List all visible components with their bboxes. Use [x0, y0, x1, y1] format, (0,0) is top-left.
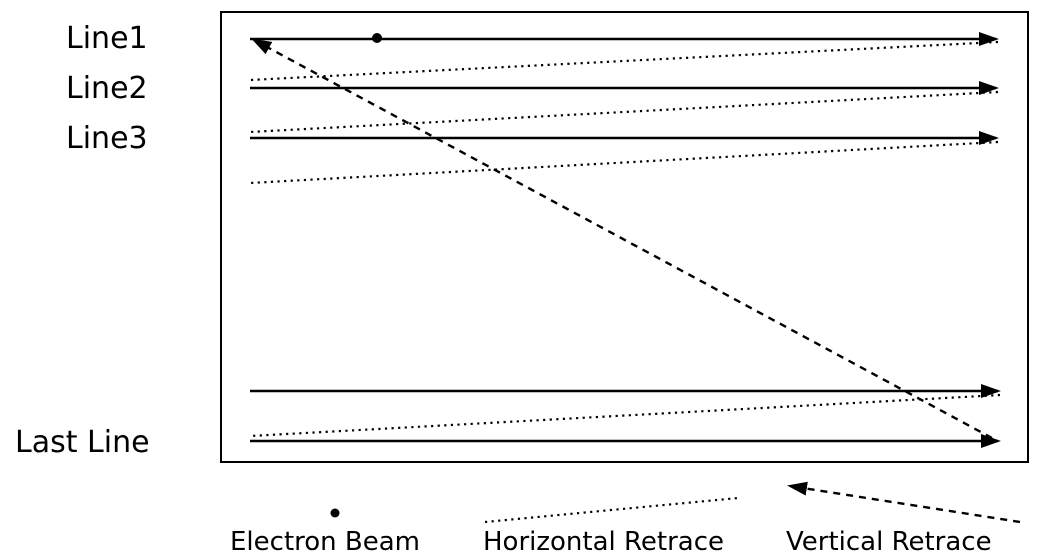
legend-vertical-retrace-label: Vertical Retrace: [786, 527, 992, 557]
legend-horizontal-retrace-label: Horizontal Retrace: [483, 527, 724, 557]
screen-frame: [220, 11, 1029, 463]
row-label-line3: Line3: [66, 121, 148, 156]
legend-electron-beam-dot: [330, 508, 340, 518]
legend-vertical-retrace-swatch: [787, 481, 1021, 524]
row-label-line2: Line2: [66, 71, 148, 106]
vertical-retrace-line: [251, 38, 993, 440]
legend-electron-beam-label: Electron Beam: [230, 527, 420, 557]
row-label-last-line: Last Line: [15, 425, 150, 460]
electron-beam-dot: [372, 33, 382, 43]
row-label-line1: Line1: [66, 21, 148, 56]
legend: Electron Beam Horizontal Retrace Vertica…: [230, 481, 1021, 557]
legend-horizontal-retrace-swatch: [484, 496, 739, 524]
scan-lines: [250, 32, 1001, 448]
